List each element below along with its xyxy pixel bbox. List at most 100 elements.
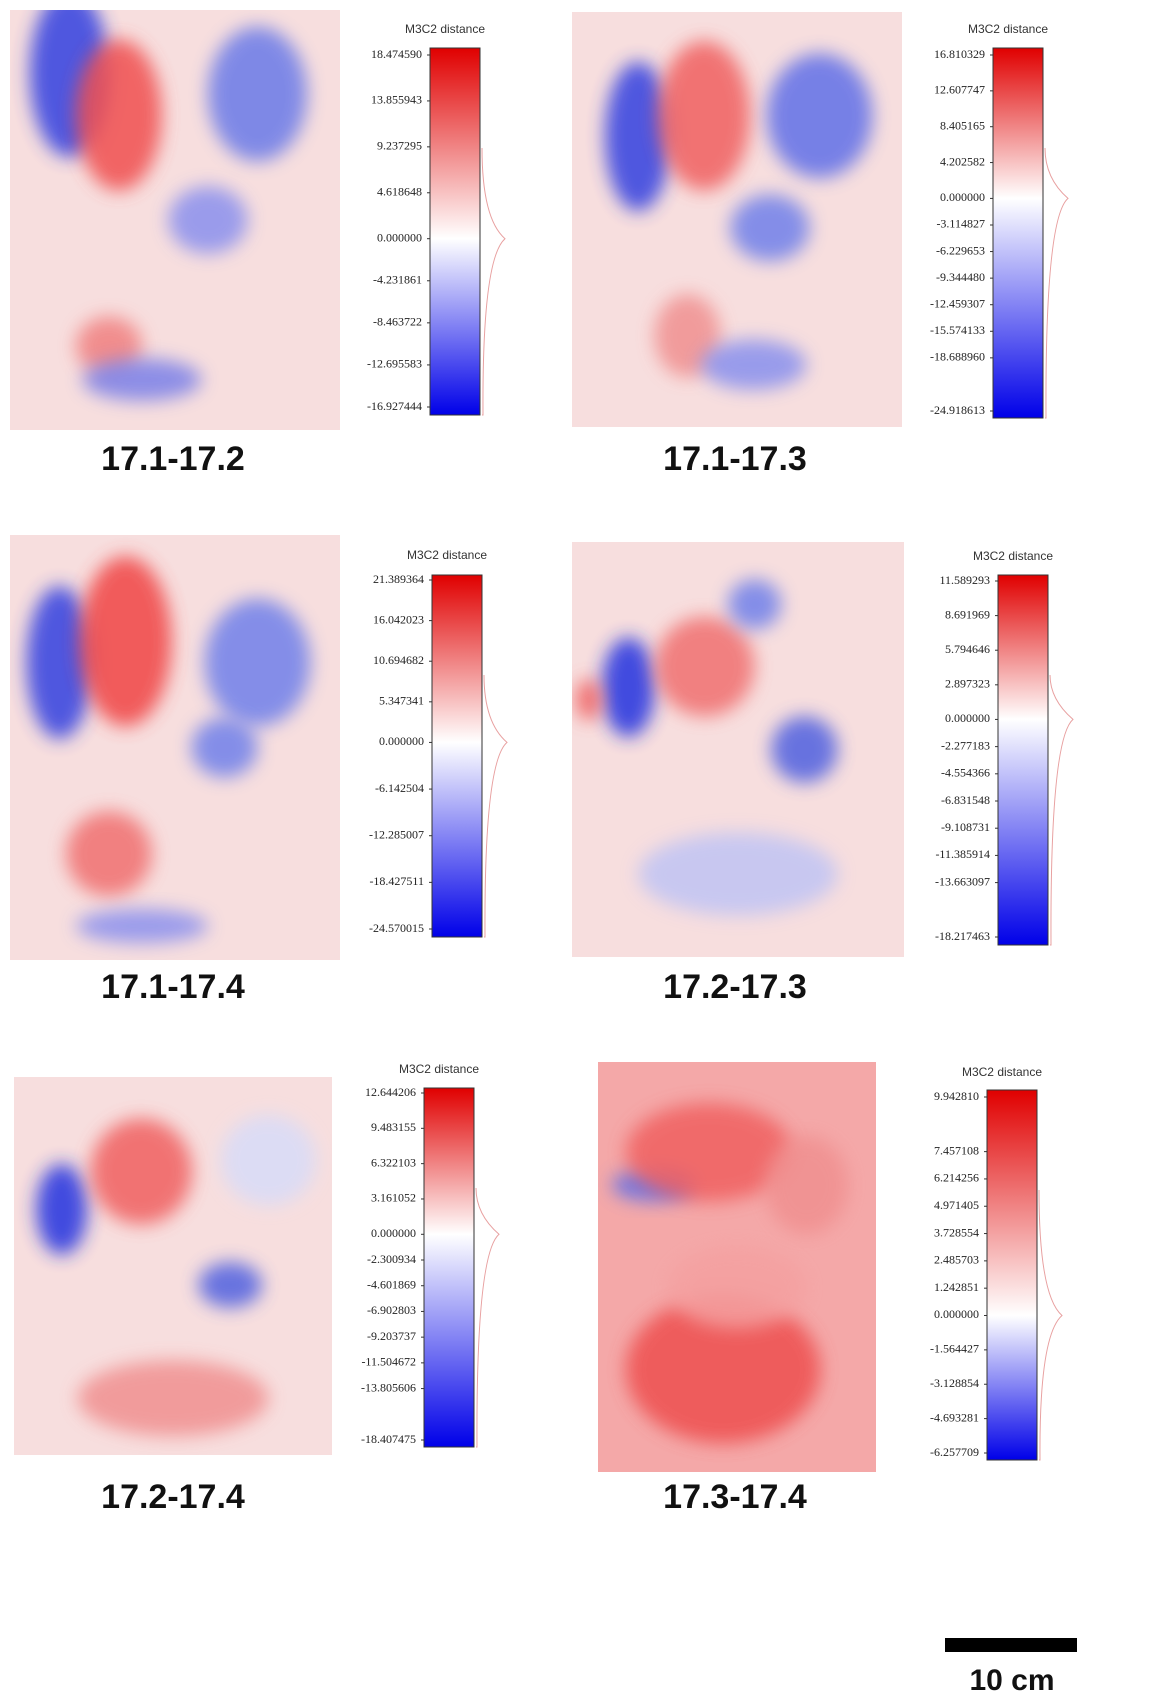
map-region [79, 556, 172, 727]
tick-label: 6.322103 [371, 1155, 416, 1169]
histogram [481, 147, 506, 416]
map-region [771, 716, 838, 783]
tick-label: 8.691969 [945, 607, 990, 621]
tick-label: 4.202582 [940, 154, 985, 168]
map-region [208, 26, 307, 162]
panel: 17.2-17.4 M3C2 distance 12.644206 9.483155 6… [14, 1062, 500, 1516]
map-region [700, 339, 807, 390]
tick-label: -1.564427 [930, 1342, 979, 1356]
tick-label: 18.474590 [371, 47, 422, 61]
tick-label: 2.485703 [934, 1253, 979, 1267]
scale-label: 10 cm [969, 1664, 1054, 1697]
tick-label: -3.128854 [930, 1376, 979, 1390]
tick-label: 9.483155 [371, 1120, 416, 1134]
tick-label: -4.601869 [367, 1277, 416, 1291]
map-region [168, 186, 248, 254]
map-region [198, 1262, 263, 1308]
panel: 17.1-17.2 M3C2 distance 18.474590 13.855943… [10, 10, 506, 478]
panel: 17.1-17.4 M3C2 distance 21.389364 16.042023… [10, 535, 508, 1006]
distance-map [14, 1077, 332, 1455]
tick-label: -2.277183 [941, 738, 990, 752]
panel-label: 17.1-17.4 [101, 968, 245, 1006]
distance-map [598, 1062, 876, 1472]
colorbar-title: M3C2 distance [968, 22, 1048, 36]
map-region [728, 579, 782, 630]
map-region [77, 1360, 269, 1437]
map-region [667, 1246, 807, 1329]
tick-label: -15.574133 [930, 323, 985, 337]
tick-label: 5.347341 [379, 694, 424, 708]
colorbar [986, 1089, 1038, 1461]
tick-label: -6.902803 [367, 1303, 416, 1317]
tick-label: -12.285007 [369, 827, 424, 841]
colorbar-title: M3C2 distance [405, 22, 485, 36]
tick-label: -4.693281 [930, 1410, 979, 1424]
histogram [483, 674, 508, 938]
distance-map [10, 535, 340, 960]
tick-label: -11.385914 [935, 847, 990, 861]
colorbar-title: M3C2 distance [399, 1062, 479, 1076]
tick-label: -6.142504 [375, 781, 424, 795]
tick-label: 10.694682 [373, 653, 424, 667]
tick-label: 12.644206 [365, 1085, 416, 1099]
tick-label: -4.554366 [941, 766, 990, 780]
tick-label: 13.855943 [371, 93, 422, 107]
colorbar [431, 574, 483, 938]
tick-label: -13.805606 [361, 1380, 416, 1394]
tick-label: -3.114827 [936, 217, 985, 231]
tick-label: 4.971405 [934, 1198, 979, 1212]
tick-label: 2.897323 [945, 677, 990, 691]
tick-label: -18.688960 [930, 350, 985, 364]
tick-label: -9.203737 [367, 1329, 416, 1343]
tick-label: -11.504672 [361, 1355, 416, 1369]
tick-label: 12.607747 [934, 83, 985, 97]
tick-label: 4.618648 [377, 185, 422, 199]
colorbar-title: M3C2 distance [973, 549, 1053, 563]
tick-label: 6.214256 [934, 1171, 979, 1185]
map-region [36, 1163, 88, 1255]
panel-label: 17.2-17.3 [663, 968, 807, 1006]
tick-label: -6.257709 [930, 1445, 979, 1459]
tick-label: -18.407475 [361, 1432, 416, 1446]
tick-label: 7.457108 [934, 1143, 979, 1157]
panel-label: 17.1-17.2 [101, 440, 245, 478]
colorbar [992, 47, 1044, 419]
tick-label: 0.000000 [934, 1307, 979, 1321]
panel: 17.1-17.3 M3C2 distance 16.810329 12.607747… [572, 12, 1069, 478]
map-region [575, 678, 602, 721]
panel: 17.3-17.4 M3C2 distance 9.942810 7.457108 6.… [598, 1062, 1063, 1516]
map-region [76, 909, 208, 943]
tick-label: 3.161052 [371, 1191, 416, 1205]
map-region [191, 717, 258, 778]
tick-label: -6.229653 [936, 243, 985, 257]
histogram [1044, 147, 1069, 419]
map-region [26, 586, 93, 739]
tick-label: 11.589293 [939, 573, 990, 587]
tick-label: 16.810329 [934, 47, 985, 61]
tick-label: -18.217463 [935, 929, 990, 943]
colorbar-title: M3C2 distance [962, 1065, 1042, 1079]
map-region [66, 811, 152, 897]
map-region [82, 358, 202, 401]
map-region [220, 1114, 317, 1206]
tick-label: 5.794646 [945, 642, 990, 656]
map-region [625, 1103, 793, 1202]
map-region [204, 598, 311, 727]
tick-label: -4.231861 [373, 273, 422, 287]
colorbar-title: M3C2 distance [407, 548, 487, 562]
tick-label: -12.695583 [367, 357, 422, 371]
tick-label: -24.570015 [369, 921, 424, 935]
tick-label: -9.108731 [941, 820, 990, 834]
colorbar [429, 47, 481, 416]
tick-label: 9.942810 [934, 1089, 979, 1103]
tick-label: -2.300934 [367, 1252, 416, 1266]
tick-label: -8.463722 [373, 315, 422, 329]
map-region [601, 637, 655, 738]
tick-label: 0.000000 [371, 1226, 416, 1240]
tick-label: 0.000000 [945, 711, 990, 725]
tick-label: -12.459307 [930, 296, 985, 310]
colorbar [997, 574, 1049, 946]
tick-label: 21.389364 [373, 572, 424, 586]
distance-map [572, 542, 904, 957]
